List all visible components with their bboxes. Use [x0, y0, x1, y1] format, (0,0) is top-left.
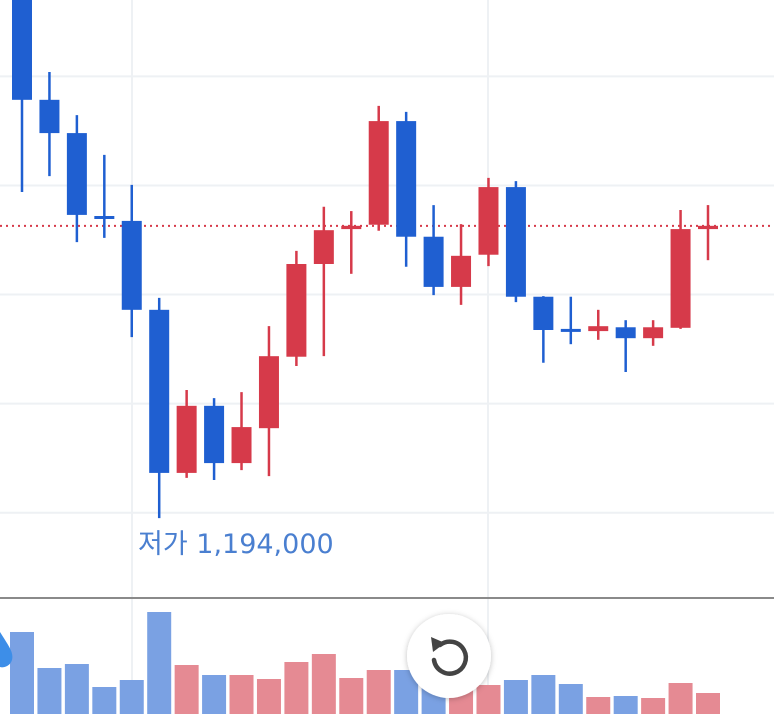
candle-body	[533, 296, 554, 330]
volume-bar	[586, 697, 611, 714]
candle-body	[615, 327, 636, 339]
volume-bar	[476, 685, 501, 714]
candle-body	[94, 216, 115, 219]
candle-body	[12, 0, 32, 100]
candle-body	[396, 121, 417, 237]
candle-body	[286, 264, 307, 357]
candle-body	[39, 99, 60, 134]
candle-body	[560, 328, 581, 332]
volume-bar	[339, 678, 364, 714]
candle-body	[368, 121, 389, 225]
candle-body	[670, 229, 691, 328]
volume-bar	[229, 675, 254, 714]
candle-body	[643, 327, 664, 339]
low-annotation: 저가 1,194,000	[138, 529, 334, 560]
volume-bar	[366, 670, 391, 714]
candle-body	[258, 356, 279, 429]
volume-bar	[202, 675, 227, 714]
volume-bar	[558, 684, 583, 714]
volume-bar	[10, 632, 34, 714]
volume-bars	[10, 612, 720, 714]
volume-bar	[696, 693, 720, 714]
candle-body	[478, 187, 499, 255]
candle-body	[341, 225, 362, 230]
volume-bar	[503, 680, 528, 714]
volume-bar	[119, 680, 144, 714]
volume-bar	[613, 696, 638, 714]
candle-body	[505, 187, 526, 297]
reset-button-bg[interactable]	[407, 614, 491, 698]
candle-body	[588, 326, 609, 332]
candle-body	[313, 230, 334, 264]
volume-bar	[92, 687, 117, 714]
candle-body	[451, 255, 472, 287]
volume-bar	[284, 662, 309, 714]
reset-icon	[431, 639, 469, 676]
reset-button[interactable]	[407, 614, 491, 698]
candle-body	[149, 309, 170, 473]
volume-bar	[256, 679, 281, 714]
candle-body	[204, 405, 225, 464]
candle-body	[121, 220, 142, 310]
candle-body	[176, 405, 197, 473]
volume-bar	[531, 675, 556, 714]
drop-icon[interactable]	[0, 632, 13, 668]
candle-body	[698, 225, 718, 230]
volume-bar	[147, 612, 172, 714]
candle-body	[423, 236, 444, 287]
volume-bar	[37, 668, 62, 714]
candle-body	[231, 427, 252, 464]
reset-icon-arrow	[431, 637, 445, 652]
volume-bar	[311, 654, 336, 714]
candle-body	[66, 133, 87, 215]
candles	[12, 0, 718, 519]
volume-bar	[64, 664, 89, 714]
volume-bar	[641, 698, 666, 714]
volume-bar	[174, 665, 199, 714]
volume-bar	[668, 683, 693, 714]
